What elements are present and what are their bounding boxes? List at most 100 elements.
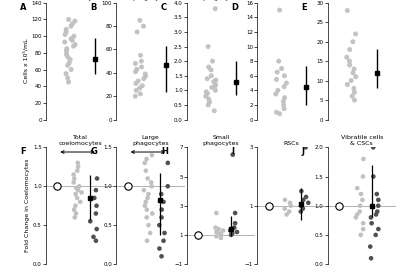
- Point: [132, 61, 138, 66]
- Point: [72, 42, 78, 47]
- Point: [298, 203, 304, 208]
- Point: [161, 231, 168, 235]
- Point: [351, 98, 358, 102]
- Point: [288, 203, 294, 208]
- Point: [142, 72, 148, 76]
- Point: [228, 233, 234, 237]
- Point: [354, 212, 360, 217]
- Point: [93, 188, 99, 192]
- Point: [276, 111, 283, 116]
- Point: [68, 67, 74, 72]
- Point: [283, 81, 290, 85]
- Point: [210, 80, 217, 84]
- Point: [281, 74, 288, 78]
- Point: [353, 215, 359, 220]
- Point: [149, 153, 155, 157]
- Point: [360, 221, 366, 225]
- Point: [368, 221, 375, 225]
- Point: [212, 88, 218, 93]
- Point: [72, 192, 79, 196]
- Text: A: A: [20, 3, 26, 12]
- Point: [158, 215, 165, 220]
- Point: [142, 74, 149, 79]
- Point: [144, 196, 151, 200]
- Point: [138, 59, 144, 63]
- Point: [69, 21, 76, 26]
- Point: [78, 190, 85, 195]
- Point: [300, 206, 306, 211]
- Point: [75, 165, 81, 169]
- Point: [281, 95, 288, 100]
- Point: [282, 198, 288, 202]
- Point: [144, 239, 150, 243]
- Point: [164, 270, 170, 274]
- Point: [217, 231, 224, 236]
- Point: [206, 100, 213, 104]
- Point: [137, 92, 144, 96]
- Point: [209, 59, 216, 63]
- Point: [273, 110, 280, 115]
- Y-axis label: Cells x 10⁵/mL: Cells x 10⁵/mL: [23, 39, 28, 83]
- Point: [147, 231, 153, 235]
- Point: [94, 227, 100, 231]
- Point: [203, 90, 210, 94]
- Point: [231, 225, 238, 230]
- Point: [72, 215, 78, 220]
- Point: [275, 88, 281, 93]
- Point: [87, 219, 94, 224]
- Point: [71, 176, 78, 181]
- Point: [344, 55, 350, 59]
- Point: [276, 8, 283, 12]
- Point: [213, 78, 219, 82]
- Title: Small
phagocytes: Small phagocytes: [203, 135, 239, 146]
- Point: [54, 184, 61, 188]
- Point: [205, 44, 211, 49]
- Point: [373, 212, 379, 217]
- Point: [148, 184, 155, 188]
- Point: [76, 184, 82, 188]
- Point: [359, 198, 366, 202]
- Point: [149, 211, 156, 216]
- Point: [374, 192, 380, 196]
- Title: RSCs: RSCs: [284, 141, 299, 146]
- Point: [156, 246, 163, 251]
- Text: I: I: [231, 147, 234, 156]
- Point: [374, 209, 380, 214]
- Point: [133, 88, 140, 93]
- Point: [212, 82, 219, 87]
- Y-axis label: Fold Change in Coelomocytes: Fold Change in Coelomocytes: [25, 159, 30, 252]
- Point: [350, 71, 356, 75]
- Point: [212, 84, 218, 88]
- Point: [160, 239, 167, 243]
- Point: [160, 200, 167, 204]
- Point: [375, 203, 382, 208]
- Point: [143, 168, 149, 173]
- Point: [370, 145, 376, 150]
- Point: [350, 39, 356, 44]
- Point: [204, 76, 210, 81]
- Point: [360, 174, 366, 179]
- Point: [140, 24, 147, 28]
- Point: [202, 94, 209, 98]
- Point: [91, 196, 98, 200]
- Point: [142, 200, 149, 204]
- Point: [73, 211, 79, 216]
- Point: [344, 8, 350, 13]
- Point: [65, 17, 72, 22]
- Title: Vibratile cells
& CSCs: Vibratile cells & CSCs: [341, 135, 383, 146]
- Point: [68, 36, 74, 41]
- Point: [227, 228, 233, 233]
- Title: Large
phagocytes: Large phagocytes: [132, 135, 169, 146]
- Point: [298, 209, 304, 214]
- Point: [354, 186, 360, 190]
- Point: [234, 230, 240, 234]
- Point: [287, 201, 293, 205]
- Point: [351, 67, 357, 71]
- Point: [145, 192, 152, 196]
- Point: [164, 184, 171, 188]
- Point: [156, 223, 162, 227]
- Point: [356, 209, 363, 214]
- Point: [71, 207, 77, 212]
- Point: [351, 86, 357, 91]
- Point: [158, 192, 164, 196]
